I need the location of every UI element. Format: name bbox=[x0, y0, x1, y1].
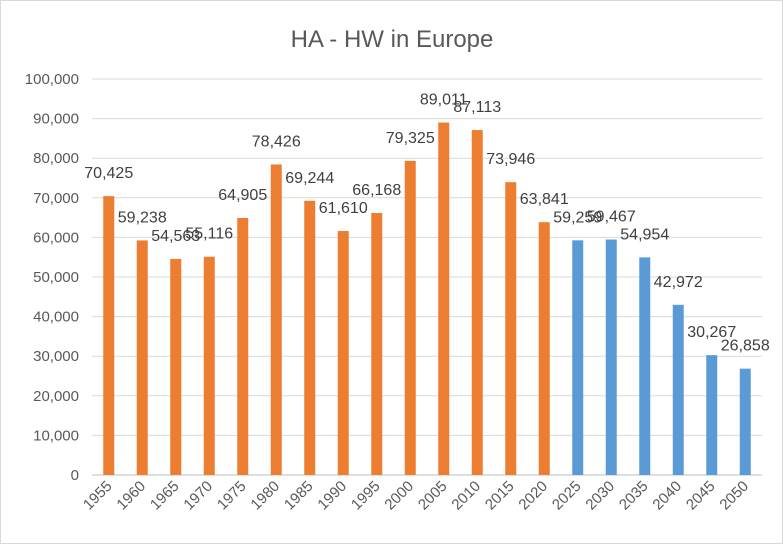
y-tick-label: 10,000 bbox=[33, 427, 79, 444]
data-label: 55,116 bbox=[185, 226, 233, 243]
bar bbox=[572, 240, 584, 475]
data-label: 79,325 bbox=[386, 130, 435, 147]
y-tick-label: 30,000 bbox=[33, 348, 79, 365]
bar bbox=[505, 182, 517, 476]
x-tick-label: 1970 bbox=[180, 478, 216, 514]
x-tick-label: 2005 bbox=[415, 478, 451, 514]
data-label: 89,011 bbox=[420, 92, 468, 109]
x-tick-label: 2025 bbox=[549, 478, 585, 514]
data-label: 59,238 bbox=[118, 209, 167, 226]
y-tick-label: 100,000 bbox=[25, 71, 79, 88]
bar bbox=[237, 217, 249, 475]
data-label: 64,905 bbox=[218, 187, 267, 204]
x-tick-label: 1995 bbox=[348, 478, 384, 514]
bar bbox=[203, 256, 215, 475]
x-tick-label: 2020 bbox=[515, 478, 551, 514]
y-tick-label: 80,000 bbox=[33, 150, 79, 167]
y-tick-label: 20,000 bbox=[33, 388, 79, 405]
bars bbox=[103, 122, 751, 476]
y-axis-ticks: 0 10,000 20,000 30,000 40,000 50,000 60,000 70,… bbox=[25, 71, 79, 484]
x-tick-label: 2000 bbox=[381, 478, 417, 514]
x-tick-label: 2010 bbox=[448, 478, 484, 514]
x-tick-label: 2040 bbox=[649, 478, 685, 514]
x-tick-label: 2015 bbox=[482, 478, 518, 514]
data-label: 87,113 bbox=[453, 99, 501, 116]
x-tick-label: 1965 bbox=[147, 478, 183, 514]
x-axis-ticks: 1955196019651970197519801985199019952000… bbox=[80, 478, 752, 514]
bar bbox=[639, 257, 651, 475]
x-tick-label: 1975 bbox=[214, 478, 250, 514]
y-tick-label: 40,000 bbox=[33, 309, 79, 326]
x-tick-label: 2035 bbox=[616, 478, 652, 514]
bar bbox=[672, 304, 684, 475]
bar bbox=[706, 355, 718, 475]
data-label: 66,168 bbox=[352, 182, 401, 199]
bar bbox=[739, 368, 751, 475]
y-tick-label: 60,000 bbox=[33, 229, 79, 246]
data-label: 26,858 bbox=[721, 338, 770, 355]
data-label: 69,244 bbox=[285, 170, 334, 187]
y-tick-label: 90,000 bbox=[33, 111, 79, 128]
data-label: 63,841 bbox=[520, 191, 569, 208]
x-tick-label: 2030 bbox=[582, 478, 618, 514]
data-label: 70,425 bbox=[84, 165, 133, 182]
bar bbox=[170, 258, 182, 475]
y-tick-label: 70,000 bbox=[33, 190, 79, 207]
x-tick-label: 2045 bbox=[683, 478, 719, 514]
data-label: 61,610 bbox=[319, 200, 368, 217]
x-tick-label: 1985 bbox=[281, 478, 317, 514]
bar bbox=[136, 240, 148, 475]
bar bbox=[404, 160, 416, 476]
data-label: 54,954 bbox=[620, 226, 669, 243]
y-tick-label: 50,000 bbox=[33, 269, 79, 286]
bar bbox=[538, 222, 550, 475]
data-label: 73,946 bbox=[486, 151, 535, 168]
data-label: 78,426 bbox=[252, 133, 301, 150]
y-tick-label: 0 bbox=[71, 467, 79, 484]
data-label: 42,972 bbox=[654, 274, 703, 291]
data-label: 59,467 bbox=[587, 209, 636, 226]
x-tick-label: 1980 bbox=[247, 478, 283, 514]
bar bbox=[337, 231, 349, 475]
data-label: 59,259 bbox=[553, 209, 602, 226]
bar bbox=[605, 239, 617, 475]
bar bbox=[438, 122, 450, 475]
data-label: 30,267 bbox=[687, 324, 736, 341]
x-tick-label: 2050 bbox=[716, 478, 752, 514]
bar bbox=[103, 196, 115, 475]
data-label: 54,563 bbox=[151, 228, 200, 245]
bar bbox=[304, 200, 316, 475]
x-tick-label: 1955 bbox=[80, 478, 116, 514]
bar bbox=[270, 164, 282, 475]
x-tick-label: 1960 bbox=[113, 478, 149, 514]
bar bbox=[371, 212, 383, 475]
gridlines bbox=[92, 78, 762, 476]
x-tick-label: 1990 bbox=[314, 478, 350, 514]
bar bbox=[471, 130, 483, 475]
chart-title: HA - HW in Europe bbox=[291, 26, 494, 53]
